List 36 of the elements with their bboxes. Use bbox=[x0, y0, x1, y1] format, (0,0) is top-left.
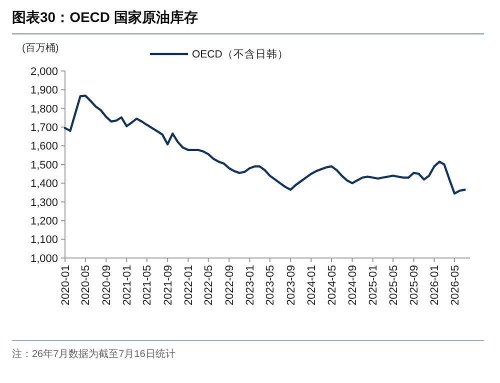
x-tick-label: 2022-05 bbox=[203, 265, 216, 306]
x-tick-label: 2020-09 bbox=[100, 265, 113, 306]
x-tick-label: 2021-09 bbox=[162, 265, 174, 306]
x-tick-label: 2023-09 bbox=[285, 265, 298, 306]
chart-title: 图表30：OECD 国家原油库存 bbox=[12, 9, 198, 25]
x-tick-label: 2021-01 bbox=[122, 265, 134, 306]
y-tick-label: 1,800 bbox=[30, 103, 58, 116]
y-tick-label: 1,500 bbox=[30, 159, 58, 172]
x-tick-label: 2020-05 bbox=[80, 265, 92, 306]
y-tick-label: 1,100 bbox=[30, 234, 58, 246]
x-tick-label: 2023-05 bbox=[264, 265, 277, 306]
x-tick-label: 2024-05 bbox=[326, 265, 338, 306]
y-axis-title: (百万桶) bbox=[22, 42, 59, 54]
legend-label: OECD（不含日韩） bbox=[192, 48, 288, 61]
x-tick-label: 2024-09 bbox=[347, 265, 360, 306]
x-tick-label: 2022-01 bbox=[183, 265, 195, 306]
x-tick-label: 2026-05 bbox=[449, 265, 462, 306]
y-tick-label: 1,700 bbox=[30, 122, 58, 134]
x-tick-label: 2022-09 bbox=[224, 265, 236, 306]
x-tick-label: 2024-01 bbox=[306, 265, 318, 306]
text: 注：26年7月数据为截至7月16日统计 bbox=[12, 348, 176, 360]
x-tick-label: 2025-05 bbox=[388, 265, 400, 306]
x-tick-label: 2025-01 bbox=[368, 265, 380, 306]
x-tick-label: 2023-01 bbox=[244, 265, 256, 306]
x-tick-label: 2021-05 bbox=[142, 265, 154, 306]
line-series bbox=[64, 94, 466, 195]
y-tick-label: 1,300 bbox=[30, 196, 58, 209]
y-tick-label: 1,400 bbox=[30, 178, 58, 190]
x-tick-label: 2025-09 bbox=[408, 265, 421, 306]
x-tick-label: 2020-01 bbox=[60, 265, 72, 306]
y-tick-label: 1,200 bbox=[30, 215, 58, 228]
y-tick-label: 1,600 bbox=[30, 140, 58, 153]
y-tick-label: 1,000 bbox=[30, 252, 58, 265]
x-tick-label: 2026-01 bbox=[429, 265, 442, 306]
y-tick-label: 1,900 bbox=[30, 84, 58, 97]
y-tick-label: 2,000 bbox=[30, 66, 58, 78]
